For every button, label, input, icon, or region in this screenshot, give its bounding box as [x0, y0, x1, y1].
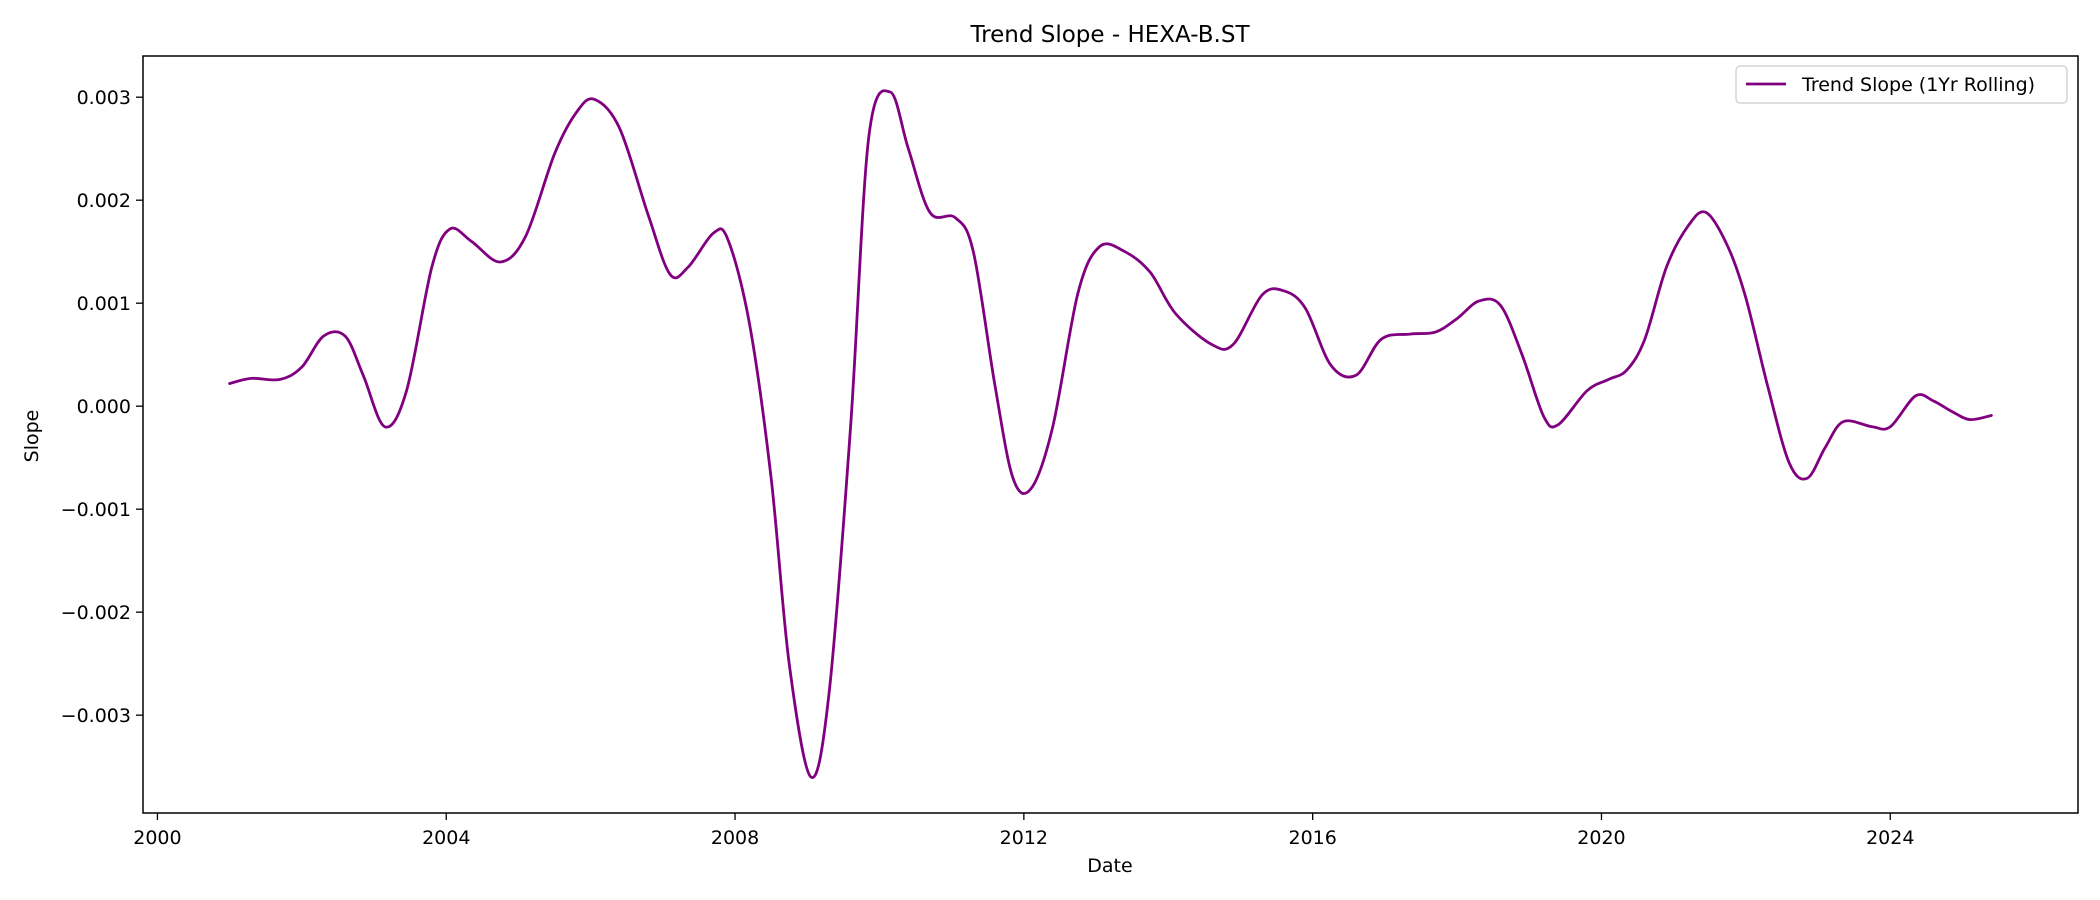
legend-label: Trend Slope (1Yr Rolling) — [1801, 74, 2035, 96]
x-axis-label: Date — [1087, 855, 1132, 877]
y-tick-label: 0.001 — [77, 293, 131, 315]
series-layer — [228, 89, 1993, 779]
y-tick-label: −0.002 — [61, 602, 131, 624]
legend: Trend Slope (1Yr Rolling) — [1735, 65, 2068, 104]
y-tick-label: −0.003 — [61, 705, 131, 727]
x-tick-label: 2024 — [1866, 827, 1914, 849]
x-tick-label: 2008 — [711, 827, 759, 849]
x-tick-label: 2004 — [422, 827, 470, 849]
x-axis-ticks: 2000 2004 2008 2012 2016 2020 2024 — [133, 813, 1914, 849]
series-line-0 — [228, 89, 1993, 779]
x-tick-label: 2012 — [1000, 827, 1048, 849]
y-axis-label: Slope — [21, 410, 43, 463]
y-tick-label: 0.002 — [77, 190, 131, 212]
y-tick-label: −0.001 — [61, 499, 131, 521]
plot-frame — [142, 55, 2079, 814]
y-axis-ticks: −0.003 −0.002 −0.001 0.000 0.001 0.002 0.003 — [61, 87, 143, 727]
x-tick-label: 2000 — [133, 827, 181, 849]
chart-title: Trend Slope - HEXA-B.ST — [969, 22, 1250, 48]
y-tick-label: 0.000 — [77, 396, 131, 418]
legend-box — [1735, 65, 2068, 104]
x-tick-label: 2016 — [1288, 827, 1336, 849]
x-tick-label: 2020 — [1577, 827, 1625, 849]
y-tick-label: 0.003 — [77, 87, 131, 109]
